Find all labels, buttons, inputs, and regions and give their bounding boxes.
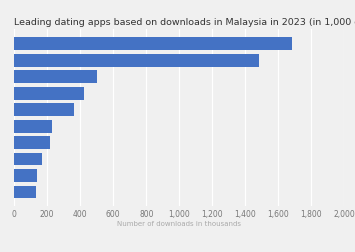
Bar — [14, 153, 42, 166]
Bar — [14, 169, 37, 182]
Bar — [14, 38, 291, 51]
Bar — [14, 71, 97, 84]
Bar — [14, 186, 36, 199]
Bar — [14, 104, 73, 117]
Text: Leading dating apps based on downloads in Malaysia in 2023 (in 1,000 downloads): Leading dating apps based on downloads i… — [14, 18, 355, 27]
Bar — [14, 120, 52, 133]
Bar — [14, 87, 83, 100]
Bar — [14, 137, 50, 149]
Bar — [14, 55, 258, 68]
X-axis label: Number of downloads in thousands: Number of downloads in thousands — [117, 220, 241, 226]
